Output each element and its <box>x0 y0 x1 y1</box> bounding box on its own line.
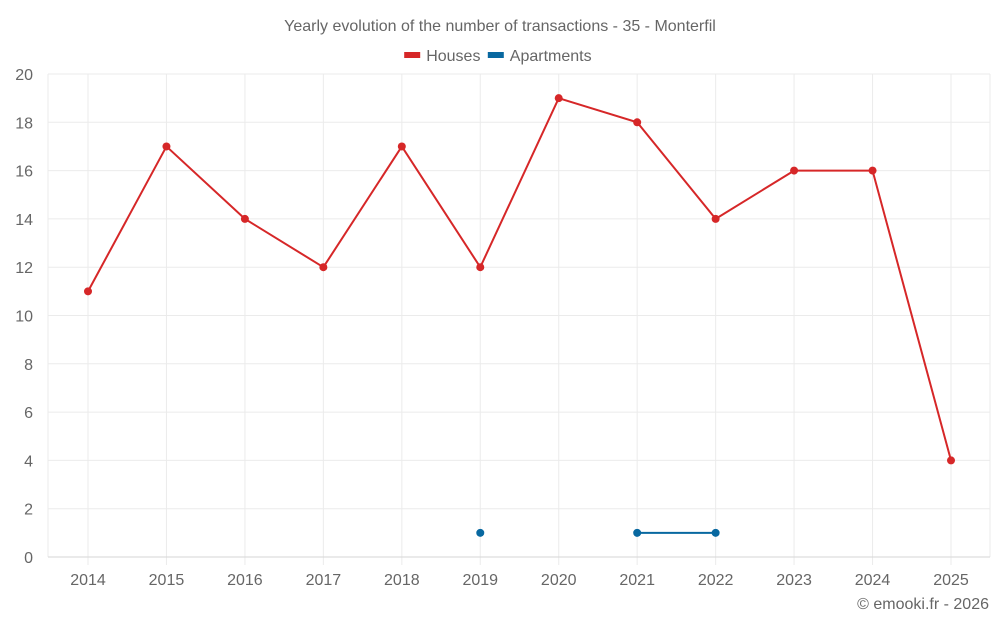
x-tick-label: 2020 <box>541 572 577 589</box>
x-tick-label: 2022 <box>698 572 734 589</box>
x-tick-label: 2025 <box>933 572 969 589</box>
data-point-houses[interactable] <box>476 263 485 272</box>
data-point-houses[interactable] <box>868 166 877 175</box>
series-houses <box>84 94 955 465</box>
y-tick-label: 18 <box>15 115 33 132</box>
data-point-houses[interactable] <box>162 142 171 151</box>
legend-swatch <box>404 52 421 58</box>
x-tick-label: 2018 <box>384 572 420 589</box>
x-tick-label: 2015 <box>149 572 185 589</box>
legend-item-apartments[interactable]: Apartments <box>487 48 592 65</box>
data-point-apartments[interactable] <box>476 528 485 537</box>
x-tick-label: 2016 <box>227 572 263 589</box>
series-apartments <box>476 528 720 537</box>
series-line-houses <box>87 97 952 461</box>
y-tick-label: 10 <box>15 309 33 326</box>
data-point-houses[interactable] <box>790 166 799 175</box>
y-tick-label: 4 <box>24 453 33 470</box>
y-tick-label: 0 <box>24 550 33 567</box>
y-tick-label: 8 <box>24 357 33 374</box>
data-point-apartments[interactable] <box>633 528 642 537</box>
data-point-houses[interactable] <box>84 287 92 296</box>
data-point-houses[interactable] <box>633 118 642 127</box>
grid <box>47 73 991 565</box>
x-tick-label: 2024 <box>855 572 891 589</box>
y-tick-label: 2 <box>24 502 33 519</box>
y-tick-label: 16 <box>15 164 33 181</box>
data-point-apartments[interactable] <box>711 528 720 537</box>
y-tick-label: 6 <box>24 405 33 422</box>
legend-swatch <box>487 52 504 58</box>
x-tick-label: 2023 <box>776 572 812 589</box>
legend: Houses Apartments <box>404 48 592 65</box>
legend-label: Houses <box>426 48 480 65</box>
data-point-houses[interactable] <box>947 456 955 465</box>
y-axis: 0 2 4 6 8 10 12 14 16 18 20 <box>15 67 33 567</box>
y-tick-label: 20 <box>15 67 33 84</box>
data-point-houses[interactable] <box>397 142 406 151</box>
x-tick-label: 2021 <box>619 572 655 589</box>
y-tick-label: 14 <box>15 212 33 229</box>
x-axis: 2014 2015 2016 2017 2018 2019 2020 2021 2022 2023… <box>70 572 969 589</box>
chart-title: Yearly evolution of the number of transa… <box>284 18 716 35</box>
x-tick-label: 2014 <box>70 572 106 589</box>
data-point-houses[interactable] <box>240 214 249 223</box>
legend-label: Apartments <box>510 48 592 65</box>
series-layer <box>84 94 955 537</box>
legend-item-houses[interactable]: Houses <box>404 48 480 65</box>
data-point-houses[interactable] <box>554 94 563 103</box>
y-tick-label: 12 <box>15 260 33 277</box>
data-point-houses[interactable] <box>319 263 328 272</box>
data-point-houses[interactable] <box>711 214 720 223</box>
x-tick-label: 2019 <box>462 572 498 589</box>
credit-text: © emooki.fr - 2026 <box>857 596 989 613</box>
x-tick-label: 2017 <box>306 572 342 589</box>
